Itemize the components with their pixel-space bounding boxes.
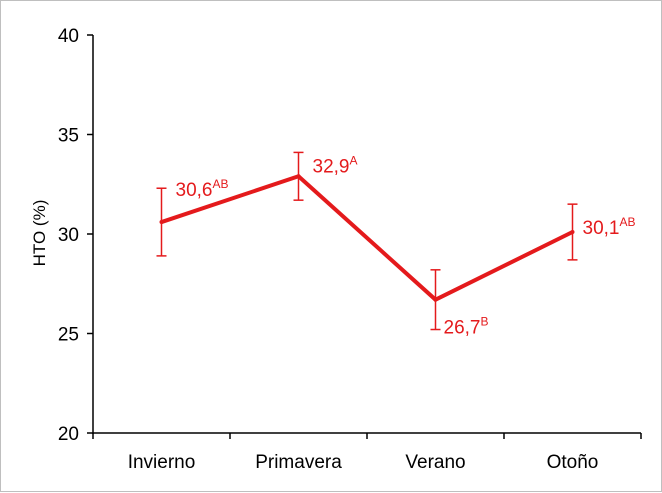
- data-label-superscript: A: [349, 153, 357, 167]
- y-tick-label: 40: [58, 26, 79, 47]
- data-point: [433, 297, 438, 302]
- axes: [92, 35, 641, 434]
- data-label: 32,9A: [313, 153, 358, 177]
- data-point: [159, 220, 164, 225]
- data-label: 26,7B: [444, 315, 489, 339]
- data-label-superscript: AB: [212, 177, 228, 191]
- x-tick-label: Otoño: [547, 452, 599, 473]
- y-axis-ticks: 20 25 30 35 40: [58, 26, 93, 445]
- data-label-superscript: AB: [619, 215, 635, 229]
- data-point: [570, 230, 575, 235]
- x-tick-label: Verano: [405, 452, 465, 473]
- x-axis-ticks: Invierno Primavera Verano Otoño: [92, 433, 642, 473]
- y-tick-label: 20: [58, 424, 79, 445]
- data-label: 30,1AB: [583, 215, 636, 239]
- x-tick-label: Invierno: [128, 452, 196, 473]
- y-tick-label: 30: [58, 225, 79, 246]
- data-label-superscript: B: [480, 315, 488, 329]
- x-tick-label: Primavera: [255, 452, 342, 473]
- series-group: 30,6AB 32,9A 26,7B 30,1AB: [156, 151, 636, 339]
- series-line: [160, 174, 574, 303]
- y-tick-label: 25: [58, 325, 79, 346]
- data-point: [296, 174, 301, 179]
- data-label: 30,6AB: [176, 177, 229, 201]
- y-tick-label: 35: [58, 126, 79, 147]
- y-axis-title: HTO (%): [30, 200, 49, 267]
